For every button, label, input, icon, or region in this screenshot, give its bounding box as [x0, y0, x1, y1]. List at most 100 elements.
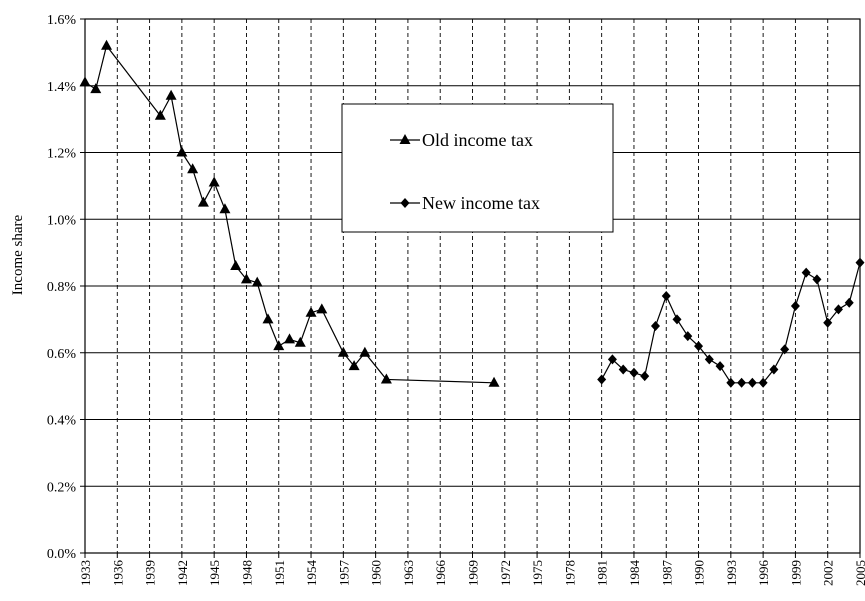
diamond-marker: [694, 341, 704, 352]
y-tick-label: 0.2%: [47, 480, 77, 495]
x-tick-label: 1960: [369, 560, 384, 586]
triangle-marker: [79, 76, 91, 87]
x-tick-label: 1993: [724, 560, 739, 586]
x-tick-label: 1990: [692, 560, 707, 586]
x-tick-label: 1996: [756, 560, 771, 587]
diamond-marker: [640, 371, 650, 382]
y-tick-labels: 0.0% 0.2% 0.4% 0.6% 0.8% 1.0% 1.2% 1.4% 1.6%: [47, 13, 77, 562]
plot-area-border: [84, 18, 861, 554]
diamond-marker: [672, 314, 682, 325]
x-tick-label: 2005: [853, 560, 865, 586]
triangle-marker: [219, 203, 231, 214]
diamond-marker: [844, 297, 854, 308]
y-tick-label: 0.0%: [47, 547, 77, 562]
triangle-marker: [197, 196, 209, 207]
diamond-marker: [650, 321, 660, 332]
x-tick-label: 1933: [78, 560, 93, 586]
triangle-marker: [154, 109, 166, 120]
diamond-marker: [747, 377, 757, 388]
x-tick-label: 1975: [530, 560, 545, 586]
triangle-marker: [273, 340, 285, 351]
legend-box: [341, 103, 614, 233]
diamond-marker: [683, 331, 693, 342]
legend-entry: Old income tax: [390, 130, 533, 150]
diamond-marker: [758, 377, 768, 388]
y-tick-label: 1.4%: [47, 80, 77, 95]
y-tick-label: 1.6%: [47, 13, 77, 28]
triangle-marker: [359, 346, 371, 357]
legend: Old income tax New income tax: [341, 103, 614, 233]
diamond-marker: [855, 257, 865, 268]
x-tick-label: 1981: [595, 560, 610, 586]
series-layer: [79, 39, 865, 388]
x-tick-label: 1978: [562, 560, 577, 586]
triangle-marker: [399, 134, 411, 144]
x-tick-label: 1966: [433, 560, 448, 587]
y-axis-label: Income share: [10, 214, 26, 295]
diamond-marker: [823, 317, 833, 328]
x-tick-label: 1957: [336, 560, 351, 587]
x-tick-label: 1954: [304, 560, 319, 587]
diamond-marker: [780, 344, 790, 355]
diamond-marker: [801, 267, 811, 278]
diamond-marker: [726, 377, 736, 388]
diamond-marker: [769, 364, 779, 375]
legend-label: New income tax: [422, 193, 540, 213]
x-tick-label: 1948: [239, 560, 254, 586]
x-tick-label: 1936: [110, 560, 125, 587]
x-tick-label: 1945: [207, 560, 222, 586]
x-tick-label: 1963: [401, 560, 416, 586]
triangle-marker: [337, 346, 349, 357]
x-tick-label: 2002: [821, 560, 836, 586]
triangle-marker: [348, 360, 360, 371]
x-tick-label: 1942: [175, 560, 190, 586]
diamond-marker: [704, 354, 714, 365]
diamond-marker: [737, 377, 747, 388]
diamond-marker: [790, 301, 800, 312]
y-tick-label: 1.2%: [47, 147, 77, 162]
triangle-marker: [90, 83, 102, 94]
x-tick-label: 1999: [788, 560, 803, 586]
triangle-marker: [101, 39, 113, 50]
x-tick-label: 1969: [466, 560, 481, 586]
y-tick-label: 0.8%: [47, 280, 77, 295]
y-tick-label: 0.6%: [47, 347, 77, 362]
diamond-marker: [661, 291, 671, 302]
triangle-marker: [262, 313, 274, 324]
legend-label: Old income tax: [422, 130, 533, 150]
grid: [85, 18, 860, 554]
triangle-marker: [380, 373, 392, 384]
triangle-marker: [176, 146, 188, 157]
triangle-marker: [251, 276, 263, 287]
triangle-marker: [230, 259, 242, 270]
x-tick-label: 1939: [143, 560, 158, 586]
triangle-marker: [240, 273, 252, 284]
diamond-marker: [607, 354, 617, 365]
diamond-marker: [833, 304, 843, 315]
diamond-marker: [597, 374, 607, 385]
y-tick-label: 0.4%: [47, 414, 77, 429]
series-2: [597, 257, 865, 388]
triangle-marker: [316, 303, 328, 314]
diamond-marker: [618, 364, 628, 375]
diamond-marker: [400, 198, 410, 208]
x-tick-label: 1951: [272, 560, 287, 586]
triangle-marker: [284, 333, 296, 344]
x-tick-labels: 1933 1936 1939 1942 1945 1948 1951 1954 1957 1960…: [78, 560, 865, 587]
x-tick-label: 1987: [659, 560, 674, 587]
diamond-marker: [812, 274, 822, 285]
y-tick-label: 1.0%: [47, 213, 77, 228]
triangle-marker: [305, 306, 317, 317]
triangle-marker: [294, 336, 306, 347]
diamond-marker: [715, 361, 725, 372]
triangle-marker: [165, 89, 177, 100]
triangle-marker: [488, 376, 500, 387]
diamond-marker: [629, 367, 639, 378]
triangle-marker: [208, 176, 220, 187]
triangle-marker: [187, 163, 199, 174]
x-tick-label: 1972: [498, 560, 513, 586]
x-tick-label: 1984: [627, 560, 642, 587]
legend-entry: New income tax: [390, 193, 540, 213]
axes: [80, 18, 861, 558]
